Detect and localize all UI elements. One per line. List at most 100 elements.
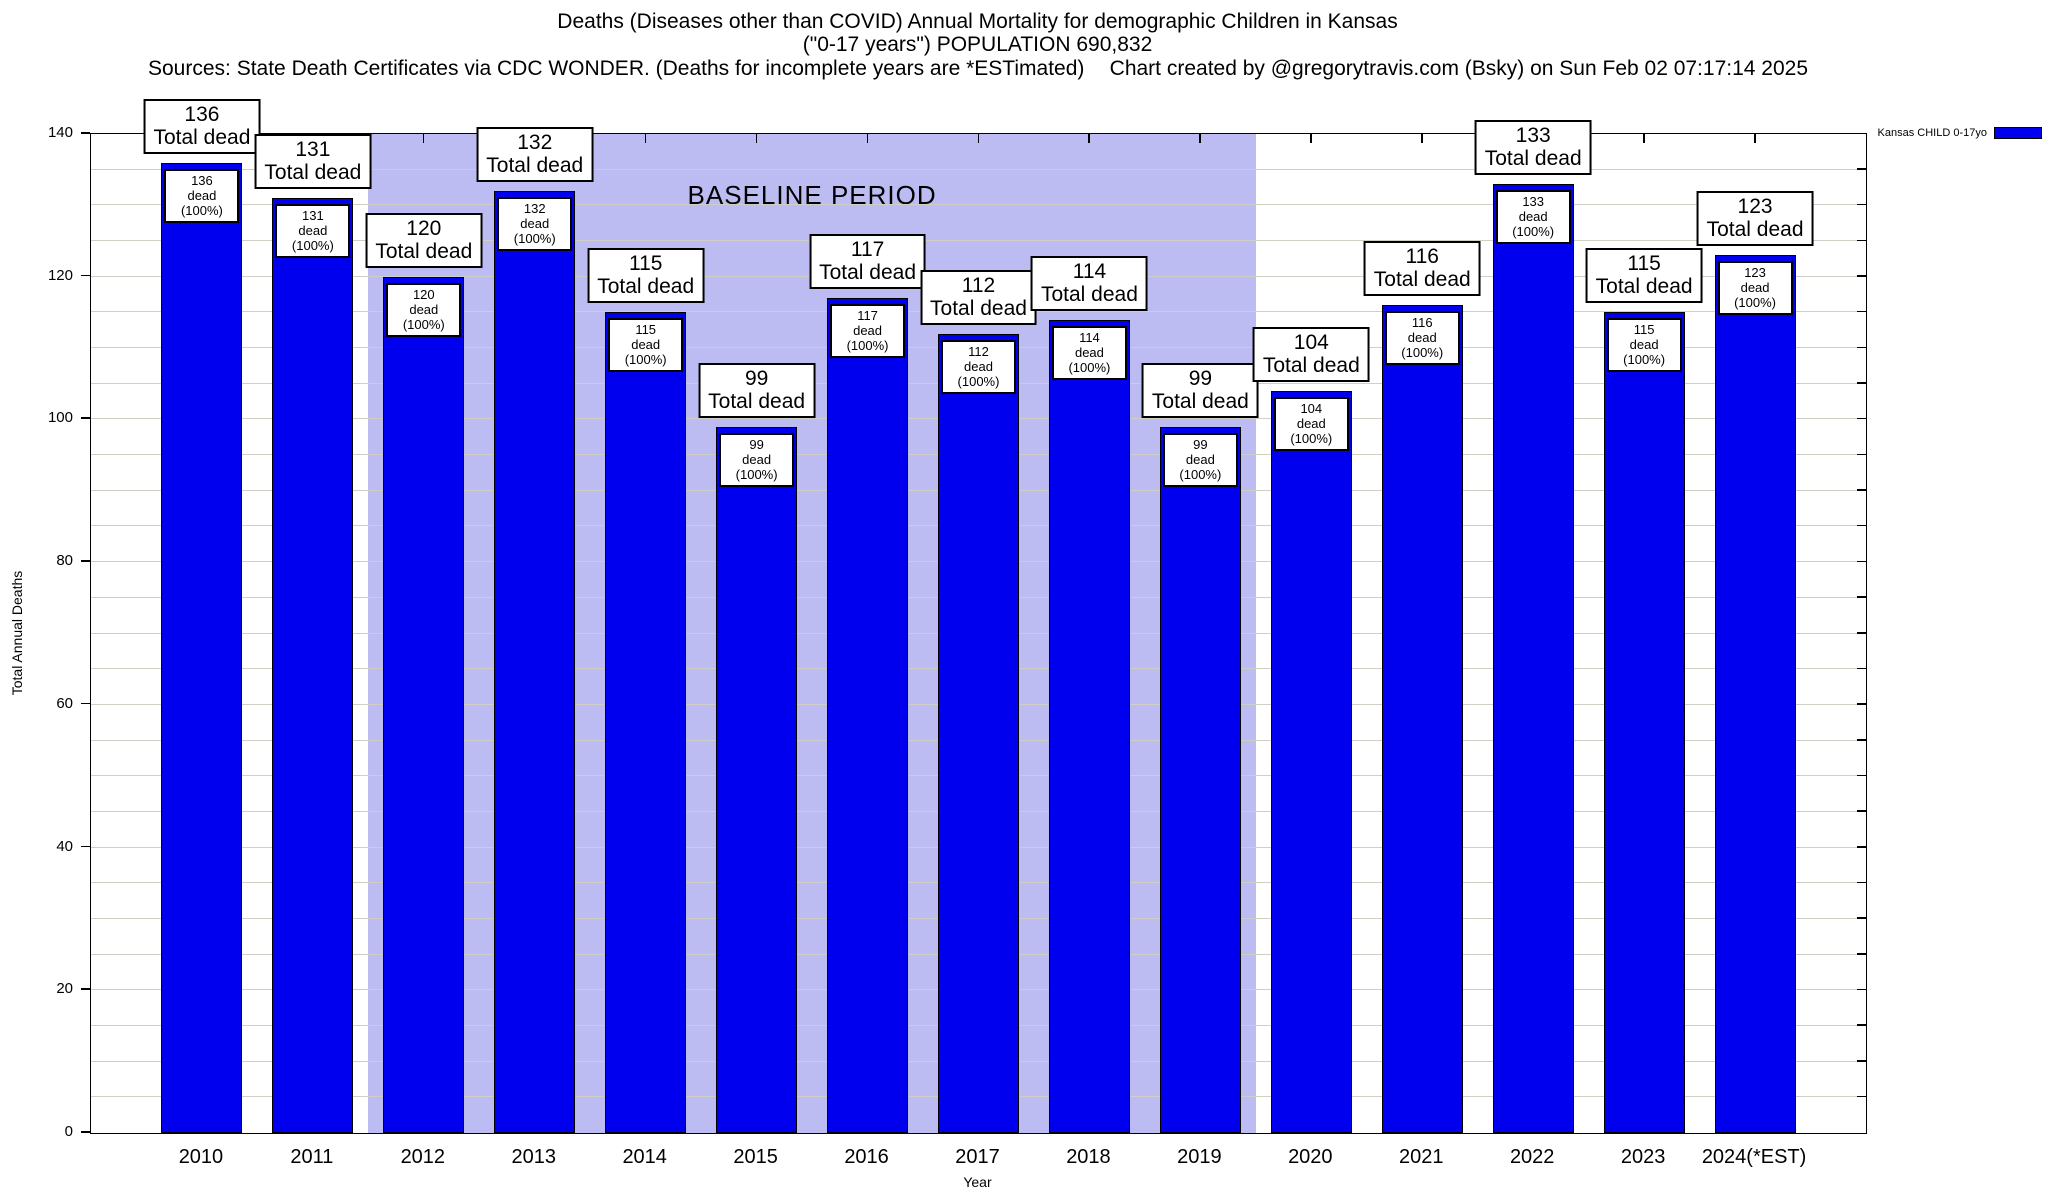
credit-note: Chart created by @gregorytravis.com (Bsk… xyxy=(1109,57,1808,80)
bar-inner-label: 99 dead (100%) xyxy=(719,432,795,487)
top-tick-mark xyxy=(1088,134,1090,143)
x-tick-label: 2022 xyxy=(1509,1146,1555,1168)
bar-total-label: 116 Total dead xyxy=(1363,241,1481,297)
top-tick-mark xyxy=(1421,134,1423,143)
bar-inner-label: 115 dead (100%) xyxy=(1606,318,1682,373)
bar-total-label: 136 Total dead xyxy=(143,98,261,154)
right-tick-mark xyxy=(1857,596,1866,598)
x-tick-label: 2024(*EST) xyxy=(1701,1146,1807,1168)
bar-inner-label: 131 dead (100%) xyxy=(275,204,351,259)
bar-inner-label: 116 dead (100%) xyxy=(1384,311,1460,366)
bar-total-label: 99 Total dead xyxy=(1141,362,1259,418)
bar-total-label: 132 Total dead xyxy=(476,127,594,183)
y-tick-mark xyxy=(81,274,90,277)
chart-subtitle: ("0-17 years") POPULATION 690,832 xyxy=(802,33,1153,56)
x-axis-labels: 2010 2011 2012 2013 2014 2015 2016 2017 2018 2019… xyxy=(90,1146,1865,1174)
sources-row: Sources: State Death Certificates via CD… xyxy=(148,57,1808,81)
top-tick-mark xyxy=(644,134,647,143)
bar-2023: 115 dead (100%) xyxy=(1603,312,1685,1133)
bar-2010: 136 dead (100%) xyxy=(161,162,243,1133)
right-tick-mark xyxy=(1857,346,1866,349)
x-tick-label: 2023 xyxy=(1620,1146,1666,1168)
y-tick-mark xyxy=(81,417,90,419)
bar-inner-label: 114 dead (100%) xyxy=(1051,325,1127,380)
right-tick-mark xyxy=(1857,810,1866,812)
top-tick-mark xyxy=(1754,134,1756,143)
top-tick-mark xyxy=(755,134,758,143)
bar-2018: 114 dead (100%) xyxy=(1048,319,1130,1133)
top-tick-mark xyxy=(866,134,869,143)
y-tick-label: 40 xyxy=(56,837,73,855)
bar-inner-label: 104 dead (100%) xyxy=(1273,396,1349,451)
plot-area: BASELINE PERIOD 136 dead (100%) 136 Total d… xyxy=(90,98,1867,1134)
y-tick-mark xyxy=(81,845,90,848)
right-tick-mark xyxy=(1857,524,1866,527)
legend: Kansas CHILD 0-17yo xyxy=(1878,127,2042,139)
right-tick-mark xyxy=(1857,846,1866,848)
right-tick-mark xyxy=(1857,382,1866,384)
chart-title: Deaths (Diseases other than COVID) Annua… xyxy=(557,10,1398,33)
right-tick-mark xyxy=(1857,168,1866,170)
chart-header: Deaths (Diseases other than COVID) Annua… xyxy=(90,10,1865,56)
x-tick-label: 2011 xyxy=(290,1146,334,1168)
y-tick-label: 20 xyxy=(56,980,73,998)
bar-total-label: 112 Total dead xyxy=(920,269,1037,325)
bar-total-label: 117 Total dead xyxy=(809,234,927,290)
bar-total-label: 120 Total dead xyxy=(365,212,483,268)
right-tick-mark xyxy=(1857,1024,1866,1026)
x-tick-label: 2012 xyxy=(400,1146,446,1168)
right-tick-mark xyxy=(1857,203,1866,206)
right-tick-mark xyxy=(1857,953,1866,955)
bar-2022: 133 dead (100%) xyxy=(1492,183,1574,1133)
bar-2020: 104 dead (100%) xyxy=(1270,390,1352,1133)
bar-inner-label: 123 dead (100%) xyxy=(1717,261,1793,316)
y-tick-label: 140 xyxy=(47,124,73,141)
right-tick-mark xyxy=(1857,310,1866,313)
bar-2012: 120 dead (100%) xyxy=(383,276,465,1133)
bar-total-label: 123 Total dead xyxy=(1696,191,1814,247)
bar-2013: 132 dead (100%) xyxy=(494,191,576,1133)
x-tick-label: 2013 xyxy=(511,1146,557,1168)
legend-label: Kansas CHILD 0-17yo xyxy=(1877,127,1987,139)
bar-total-label: 114 Total dead xyxy=(1030,255,1148,311)
bar-2024(*EST): 123 dead (100%) xyxy=(1714,255,1796,1133)
right-tick-mark xyxy=(1857,1060,1866,1062)
x-tick-label: 2017 xyxy=(955,1146,1000,1168)
right-tick-mark xyxy=(1857,453,1866,456)
right-tick-mark xyxy=(1857,1095,1866,1098)
bar-inner-label: 112 dead (100%) xyxy=(941,339,1016,394)
x-tick-label: 2010 xyxy=(178,1146,224,1168)
right-tick-mark xyxy=(1857,739,1866,741)
bar-total-label: 131 Total dead xyxy=(254,134,372,190)
right-tick-mark xyxy=(1857,703,1866,705)
legend-swatch xyxy=(1994,127,2042,139)
bar-inner-label: 99 dead (100%) xyxy=(1162,432,1238,487)
bar-2011: 131 dead (100%) xyxy=(272,198,354,1133)
bar-2021: 116 dead (100%) xyxy=(1381,305,1463,1133)
y-tick-label: 0 xyxy=(64,1123,73,1140)
right-tick-mark xyxy=(1857,275,1866,277)
top-tick-mark xyxy=(1310,134,1312,143)
x-tick-label: 2015 xyxy=(733,1146,778,1168)
right-tick-mark xyxy=(1857,489,1866,491)
x-tick-label: 2020 xyxy=(1288,1146,1333,1168)
bar-2017: 112 dead (100%) xyxy=(938,333,1019,1133)
y-tick-mark xyxy=(81,988,90,990)
y-tick-mark xyxy=(81,132,90,134)
right-tick-mark xyxy=(1857,560,1866,563)
y-tick-mark xyxy=(81,702,90,705)
bar-total-label: 115 Total dead xyxy=(1585,248,1703,304)
right-tick-mark xyxy=(1857,774,1866,777)
bar-inner-label: 115 dead (100%) xyxy=(608,318,684,373)
y-tick-mark xyxy=(81,560,90,562)
bar-inner-label: 117 dead (100%) xyxy=(830,304,906,359)
gridline xyxy=(91,168,1866,170)
top-tick-mark xyxy=(1199,134,1201,143)
x-tick-label: 2014 xyxy=(622,1146,667,1168)
x-tick-label: 2016 xyxy=(844,1146,889,1168)
bar-2019: 99 dead (100%) xyxy=(1159,426,1241,1133)
bar-total-label: 115 Total dead xyxy=(587,248,705,304)
bar-inner-label: 120 dead (100%) xyxy=(386,282,462,337)
bar-inner-label: 136 dead (100%) xyxy=(164,168,240,223)
bar-inner-label: 132 dead (100%) xyxy=(497,197,573,252)
